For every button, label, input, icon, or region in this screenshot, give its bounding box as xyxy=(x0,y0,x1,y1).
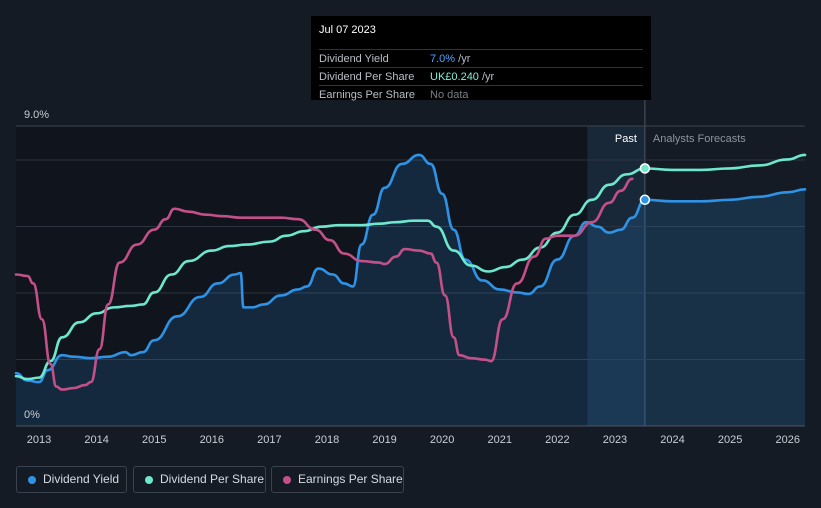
tooltip-value-dividend-yield: 7.0% /yr xyxy=(430,53,471,65)
dividend-yield-forecast-line xyxy=(643,188,807,203)
x-tick-label: 2024 xyxy=(660,434,684,446)
y-tick-label-top: 9.0% xyxy=(24,109,49,121)
legend-item-earnings-per-share[interactable]: Earnings Per Share xyxy=(271,466,404,493)
x-tick-label: 2025 xyxy=(718,434,742,446)
dividend-yield-forecast-area xyxy=(644,189,805,426)
legend-item-dividend-yield[interactable]: Dividend Yield xyxy=(16,466,127,493)
dividend-yield-area xyxy=(16,154,645,426)
x-tick-label: 2013 xyxy=(27,434,51,446)
dividend-per-share-forecast-line xyxy=(643,153,807,172)
legend-label: Earnings Per Share xyxy=(298,472,403,486)
dividend-per-share-marker xyxy=(639,163,651,174)
tooltip-label: Dividend Yield xyxy=(319,53,389,65)
x-tick-label: 2014 xyxy=(84,434,108,446)
legend-label: Dividend Yield xyxy=(43,472,120,486)
legend-dot-icon xyxy=(283,476,291,484)
earnings-per-share-line xyxy=(14,177,634,391)
x-tick-label: 2018 xyxy=(315,434,339,446)
tooltip-date: Jul 07 2023 xyxy=(319,24,376,36)
x-tick-label: 2021 xyxy=(488,434,512,446)
tooltip-value-earnings-per-share: No data xyxy=(430,89,469,101)
highlight-region xyxy=(587,126,645,426)
tooltip-value-dividend-per-share: UK£0.240 /yr xyxy=(430,71,495,83)
x-tick-label: 2015 xyxy=(142,434,166,446)
legend-item-dividend-per-share[interactable]: Dividend Per Share xyxy=(133,466,266,493)
x-tick-label: 2019 xyxy=(372,434,396,446)
forecast-label: Analysts Forecasts xyxy=(653,133,746,145)
x-tick-label: 2023 xyxy=(603,434,627,446)
x-tick-label: 2022 xyxy=(545,434,569,446)
past-region xyxy=(16,126,645,426)
tooltip: Jul 07 2023 Dividend Yield 7.0% /yr Divi… xyxy=(311,16,651,101)
x-tick-label: 2020 xyxy=(430,434,454,446)
tooltip-row-dividend-yield: Dividend Yield 7.0% /yr xyxy=(319,49,643,68)
x-tick-label: 2016 xyxy=(200,434,224,446)
x-tick-label: 2026 xyxy=(775,434,799,446)
dividend-per-share-line xyxy=(14,167,647,381)
legend-dot-icon xyxy=(28,476,36,484)
past-label: Past xyxy=(615,133,637,145)
tooltip-label: Earnings Per Share xyxy=(319,89,415,101)
x-tick-label: 2017 xyxy=(257,434,281,446)
y-tick-label-bottom: 0% xyxy=(24,409,40,421)
legend-label: Dividend Per Share xyxy=(160,472,265,486)
dividend-yield-marker xyxy=(639,194,651,206)
dividend-yield-line xyxy=(14,153,647,384)
tooltip-row-dividend-per-share: Dividend Per Share UK£0.240 /yr xyxy=(319,67,643,86)
tooltip-label: Dividend Per Share xyxy=(319,71,415,83)
tooltip-row-earnings-per-share: Earnings Per Share No data xyxy=(319,85,643,104)
legend-dot-icon xyxy=(145,476,153,484)
